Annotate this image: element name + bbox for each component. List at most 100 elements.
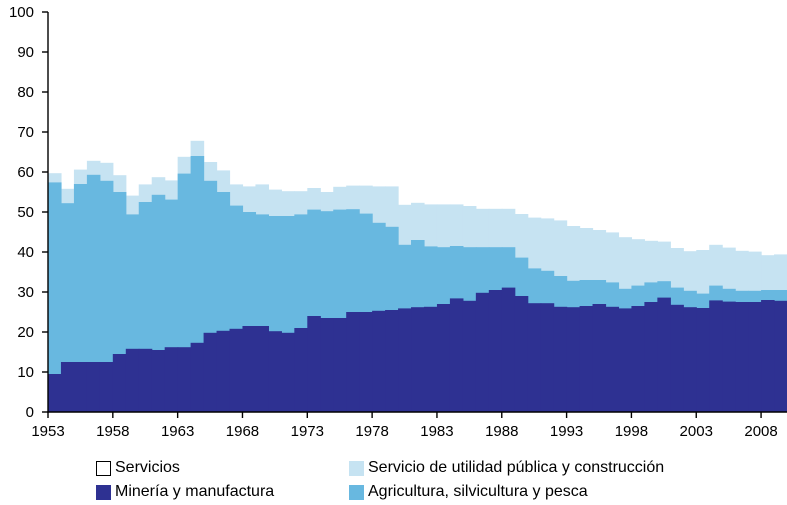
bar-miner-a-y-manufactura-1975: [333, 318, 347, 412]
bar-miner-a-y-manufactura-1988: [501, 287, 516, 412]
bar-miner-a-y-manufactura-2009: [774, 300, 787, 412]
axes: 0 10 20 30 40 50 60 70 80 90 100 1953 1958 1963 1968 19…: [9, 4, 787, 440]
series-miner-a-y-manufactura: [48, 287, 787, 412]
x-tick-label: 2003: [680, 423, 713, 440]
y-tick-label: 80: [17, 84, 34, 101]
bar-miner-a-y-manufactura-1976: [346, 312, 360, 412]
x-tick-label: 1953: [31, 423, 64, 440]
series-areas: [48, 12, 787, 413]
bar-miner-a-y-manufactura-1990: [527, 303, 542, 412]
legend-swatch-mineria: [96, 484, 111, 500]
bar-miner-a-y-manufactura-1997: [618, 308, 633, 412]
bar-miner-a-y-manufactura-1984: [449, 298, 464, 412]
bar-miner-a-y-manufactura-1957: [99, 362, 114, 412]
bar-miner-a-y-manufactura-1985: [462, 300, 477, 412]
bar-miner-a-y-manufactura-1962: [164, 347, 179, 412]
y-tick-label: 50: [17, 204, 34, 221]
bar-miner-a-y-manufactura-2003: [696, 308, 710, 412]
bar-miner-a-y-manufactura-1970: [268, 331, 282, 412]
bar-miner-a-y-manufactura-1987: [488, 290, 503, 412]
bar-miner-a-y-manufactura-1959: [125, 348, 140, 412]
bar-miner-a-y-manufactura-1991: [540, 303, 555, 412]
bar-miner-a-y-manufactura-2004: [709, 300, 723, 412]
bar-miner-a-y-manufactura-2000: [657, 297, 671, 412]
legend-item-agricultura: Agricultura, silvicultura y pesca: [349, 482, 588, 502]
x-tick-label: 1998: [615, 423, 648, 440]
bar-miner-a-y-manufactura-1971: [281, 332, 295, 412]
bar-agricultura-silvicultura-y-pesca-1957: [99, 180, 114, 412]
x-tick-label: 1973: [291, 423, 324, 440]
bar-miner-a-y-manufactura-1994: [579, 306, 594, 412]
bar-miner-a-y-manufactura-2001: [670, 304, 684, 412]
y-tick-label: 70: [17, 124, 34, 141]
bar-agricultura-silvicultura-y-pesca-1955: [73, 184, 88, 412]
legend-item-servicios: Servicios: [96, 458, 180, 478]
bar-miner-a-y-manufactura-1977: [359, 312, 373, 412]
bar-miner-a-y-manufactura-1968: [242, 326, 257, 412]
bar-miner-a-y-manufactura-1967: [229, 328, 244, 412]
bar-miner-a-y-manufactura-1992: [553, 306, 568, 412]
y-tick-label: 30: [17, 284, 34, 301]
bar-miner-a-y-manufactura-1978: [372, 310, 386, 412]
bar-miner-a-y-manufactura-1983: [436, 304, 451, 412]
bar-miner-a-y-manufactura-1982: [423, 306, 438, 412]
x-tick-label: 2008: [744, 423, 777, 440]
bar-miner-a-y-manufactura-2007: [748, 302, 762, 412]
bar-miner-a-y-manufactura-2002: [683, 307, 697, 412]
legend-label-servicios: Servicios: [115, 459, 180, 476]
legend-swatch-utilidad: [349, 460, 364, 476]
bar-miner-a-y-manufactura-1956: [86, 362, 101, 412]
x-tick-label: 1993: [550, 423, 583, 440]
y-tick-label: 60: [17, 164, 34, 181]
legend-label-mineria: Minería y manufactura: [115, 483, 275, 500]
bar-agricultura-silvicultura-y-pesca-1956: [86, 174, 101, 412]
bar-miner-a-y-manufactura-1998: [631, 306, 645, 412]
bar-miner-a-y-manufactura-1964: [190, 342, 205, 412]
bar-miner-a-y-manufactura-1974: [320, 318, 334, 412]
bar-miner-a-y-manufactura-1979: [385, 310, 399, 412]
bar-miner-a-y-manufactura-1996: [605, 306, 620, 412]
y-tick-label: 100: [9, 4, 34, 21]
legend-swatch-servicios: [96, 460, 111, 476]
bar-miner-a-y-manufactura-1966: [216, 330, 231, 412]
bar-miner-a-y-manufactura-1999: [644, 302, 658, 412]
x-tick-label: 1968: [226, 423, 259, 440]
y-tick-label: 10: [17, 364, 34, 381]
x-tick-label: 1958: [96, 423, 129, 440]
bar-miner-a-y-manufactura-1955: [73, 362, 88, 412]
bar-miner-a-y-manufactura-1960: [138, 348, 153, 412]
legend-item-utilidad: Servicio de utilidad pública y construcc…: [349, 458, 664, 478]
x-tick-label: 1978: [355, 423, 388, 440]
bar-miner-a-y-manufactura-1965: [203, 332, 218, 412]
bar-miner-a-y-manufactura-1958: [112, 354, 127, 412]
y-tick-label: 90: [17, 44, 34, 61]
y-tick-label: 0: [26, 404, 34, 421]
bar-miner-a-y-manufactura-1995: [592, 304, 607, 412]
legend-label-utilidad: Servicio de utilidad pública y construcc…: [368, 459, 665, 476]
bar-miner-a-y-manufactura-1963: [177, 347, 192, 412]
x-tick-label: 1988: [485, 423, 518, 440]
bar-miner-a-y-manufactura-1981: [411, 307, 425, 412]
bar-miner-a-y-manufactura-1986: [475, 292, 490, 412]
bar-miner-a-y-manufactura-2008: [761, 300, 775, 412]
y-tick-label: 20: [17, 324, 34, 341]
legend-swatch-agricultura: [349, 484, 364, 500]
x-tick-label: 1983: [420, 423, 453, 440]
bar-miner-a-y-manufactura-1954: [60, 362, 75, 412]
bar-miner-a-y-manufactura-1961: [151, 350, 166, 412]
x-tick-label: 1963: [161, 423, 194, 440]
bar-miner-a-y-manufactura-1973: [307, 316, 321, 412]
legend-label-agricultura: Agricultura, silvicultura y pesca: [368, 483, 588, 500]
y-tick-label: 40: [17, 244, 34, 261]
bar-miner-a-y-manufactura-1993: [566, 307, 581, 412]
bar-agricultura-silvicultura-y-pesca-1953: [48, 182, 62, 412]
bar-miner-a-y-manufactura-1953: [48, 374, 62, 412]
bar-miner-a-y-manufactura-1989: [514, 296, 529, 412]
bar-agricultura-silvicultura-y-pesca-1954: [60, 203, 75, 412]
bar-miner-a-y-manufactura-1972: [294, 328, 308, 412]
bar-miner-a-y-manufactura-1969: [255, 326, 269, 412]
bar-miner-a-y-manufactura-2005: [722, 301, 736, 412]
bar-miner-a-y-manufactura-1980: [398, 308, 412, 412]
bar-miner-a-y-manufactura-2006: [735, 302, 749, 412]
